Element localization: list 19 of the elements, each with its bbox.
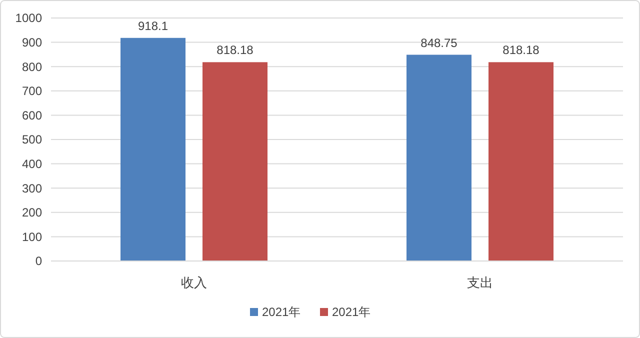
data-label: 918.1 [138, 18, 168, 33]
legend-label: 2021年 [262, 305, 301, 320]
y-tick-label: 500 [22, 132, 42, 147]
y-tick-label: 800 [22, 60, 42, 74]
y-tick-label: 900 [22, 36, 42, 50]
data-label: 848.75 [420, 36, 458, 50]
y-tick-label: 200 [22, 206, 42, 220]
legend-label: 2021年 [332, 305, 371, 320]
y-tick-label: 400 [22, 157, 42, 171]
data-label: 818.18 [216, 43, 254, 58]
x-tick-label: 收入 [181, 275, 207, 290]
x-tick-label: 支出 [467, 275, 493, 290]
data-label: 818.18 [502, 43, 540, 58]
y-tick-label: 1000 [15, 11, 42, 26]
y-tick-label: 300 [22, 181, 42, 196]
y-tick-label: 600 [22, 108, 42, 122]
y-tick-label: 700 [22, 84, 42, 98]
y-tick-label: 0 [35, 254, 42, 268]
y-tick-label: 100 [22, 230, 42, 244]
